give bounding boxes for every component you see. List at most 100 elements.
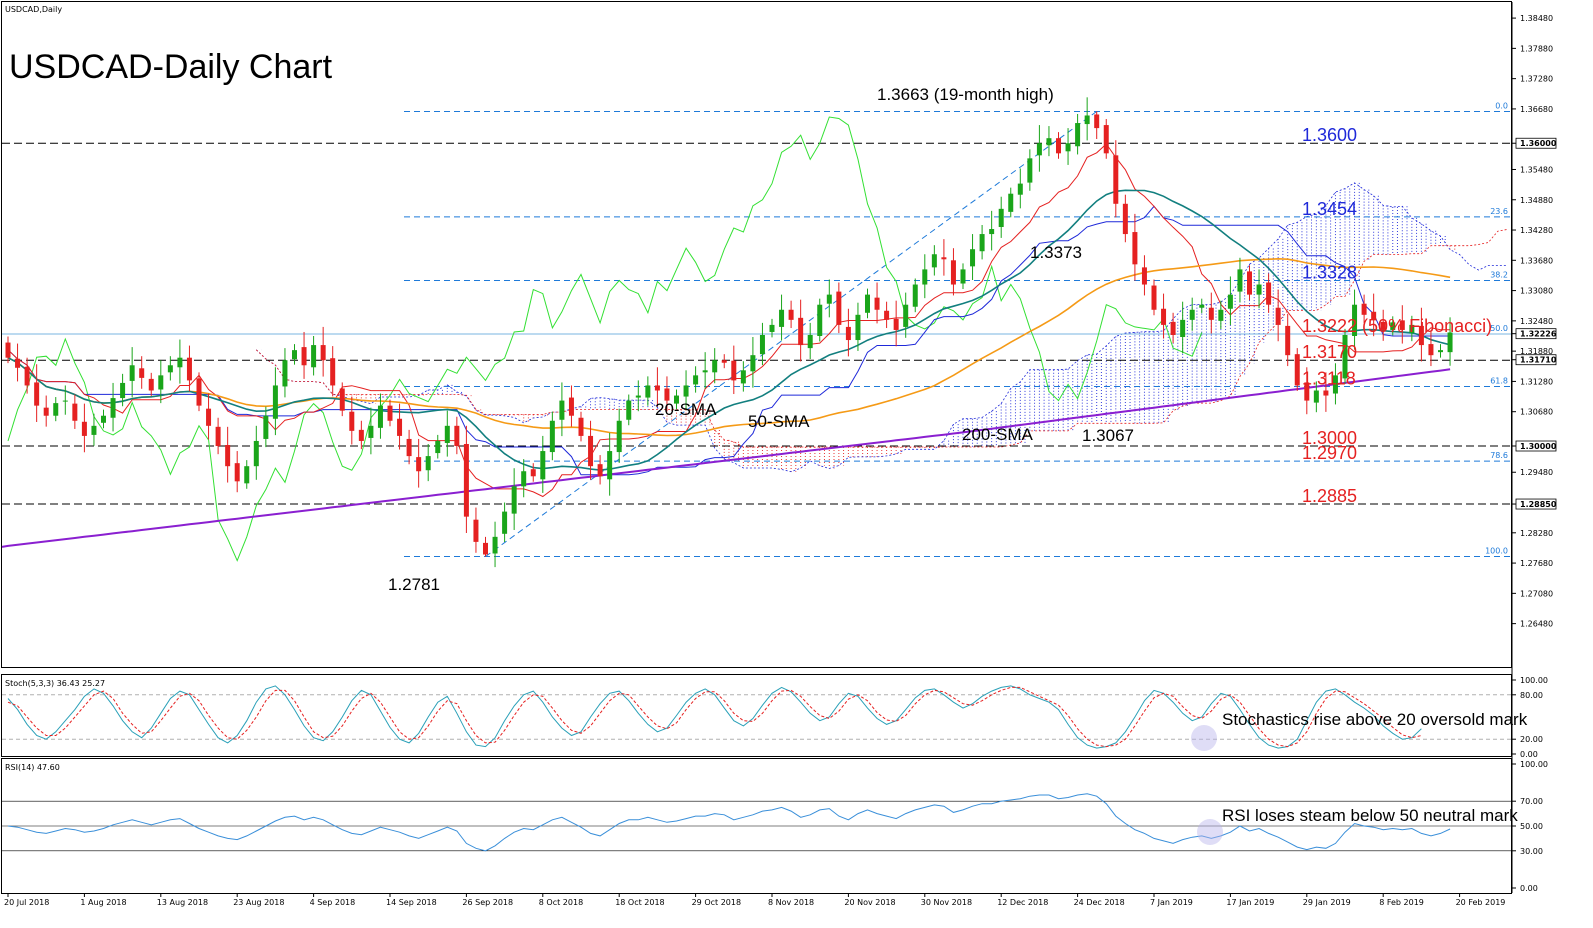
candle-body	[1017, 183, 1023, 195]
candle-body	[15, 358, 21, 368]
candle-body	[167, 365, 173, 373]
candle-body	[120, 382, 126, 399]
candle-body	[425, 456, 431, 471]
candle-body	[798, 317, 804, 346]
candle-body	[1103, 125, 1109, 154]
candle-body	[492, 536, 498, 554]
candle-body	[62, 400, 68, 402]
candle-body	[759, 334, 765, 355]
level-label: 1.3328	[1302, 262, 1357, 282]
price-tick-label: 1.32226	[1520, 330, 1557, 339]
candle-body	[1285, 325, 1291, 356]
candle-body	[463, 443, 469, 517]
level-label: 1.2885	[1302, 486, 1357, 506]
fib-pct-label: 100.0	[1485, 547, 1508, 556]
candle-body	[34, 382, 40, 406]
price-tick-label: 1.26480	[1520, 620, 1553, 629]
candle-body	[43, 407, 49, 416]
price-tick-label: 1.27080	[1520, 589, 1553, 598]
candle-body	[1132, 232, 1138, 265]
candle-body	[635, 395, 641, 398]
candle-body	[24, 366, 30, 386]
candle-body	[1438, 350, 1443, 353]
candle-body	[1151, 285, 1157, 310]
price-tick-label: 1.31280	[1520, 377, 1553, 386]
rsi-tick-label: 50.00	[1520, 822, 1543, 831]
candle-body	[1266, 282, 1272, 305]
candle-body	[521, 471, 527, 487]
candle-body	[263, 415, 269, 439]
date-tick-label: 7 Jan 2019	[1150, 898, 1193, 907]
candle-body	[234, 463, 240, 482]
candle-body	[578, 417, 584, 436]
date-tick-label: 4 Sep 2018	[310, 898, 356, 907]
candle-body	[225, 444, 231, 467]
candle-body	[1218, 309, 1224, 321]
date-tick-label: 17 Jan 2019	[1226, 898, 1274, 907]
stoch-highlight	[1191, 725, 1217, 751]
level-label: 1.3600	[1302, 125, 1357, 145]
stoch-tick-label: 100.00	[1520, 676, 1548, 685]
sma-label: 50-SMA	[748, 412, 810, 431]
candle-body	[865, 294, 870, 313]
stoch-k-line	[7, 685, 1422, 749]
date-tick-label: 26 Sep 2018	[462, 898, 513, 907]
fib-pct-label: 0.0	[1495, 101, 1508, 110]
candle-body	[292, 350, 297, 360]
candle-body	[1036, 143, 1042, 156]
date-tick-label: 23 Aug 2018	[233, 898, 284, 907]
level-label: 1.3118	[1302, 368, 1356, 388]
date-tick-label: 8 Feb 2019	[1379, 898, 1424, 907]
fib-pct-label: 50.0	[1490, 324, 1508, 333]
candle-body	[1199, 304, 1205, 308]
candle-body	[683, 385, 689, 397]
fib-pct-label: 38.2	[1490, 270, 1508, 279]
candle-body	[397, 418, 403, 436]
candle-body	[1189, 309, 1195, 320]
price-tick-box	[1515, 498, 1557, 510]
candle-body	[1180, 319, 1186, 338]
kijun-line	[7, 205, 1451, 476]
candle-body	[912, 284, 918, 307]
candle-body	[654, 385, 660, 391]
date-tick-label: 14 Sep 2018	[386, 898, 437, 907]
candle-body	[1256, 284, 1262, 295]
price-annotation: 1.3373	[1030, 243, 1082, 262]
candle-body	[511, 486, 517, 514]
fib-pct-label: 61.8	[1490, 376, 1508, 385]
candle-body	[712, 360, 718, 373]
price-tick-label: 1.31880	[1520, 347, 1553, 356]
candle-body	[1027, 158, 1033, 183]
candle-body	[1447, 332, 1453, 353]
candle-body	[645, 385, 651, 398]
candle-body	[368, 425, 374, 438]
stoch-d-line	[7, 686, 1422, 748]
candle-body	[282, 360, 288, 387]
price-tick-label: 1.31710	[1520, 356, 1557, 365]
candle-body	[845, 326, 851, 341]
price-annotation: 1.3663 (19-month high)	[877, 85, 1054, 104]
price-tick-label: 1.34280	[1520, 226, 1553, 235]
candle-body	[1399, 320, 1405, 330]
candle-body	[1361, 303, 1367, 315]
stoch-annotation: Stochastics rise above 20 oversold mark	[1222, 710, 1528, 729]
chart-title: USDCAD-Daily Chart	[9, 48, 333, 86]
candle-body	[444, 425, 450, 443]
candle-body	[931, 254, 937, 268]
candle-body	[1122, 203, 1128, 235]
candle-body	[1390, 322, 1396, 330]
rsi-line	[7, 793, 1451, 852]
candle-body	[616, 420, 622, 453]
candle-body	[1208, 307, 1214, 320]
price-tick-label: 1.33680	[1520, 256, 1553, 265]
rsi-title: RSI(14) 47.60	[5, 763, 60, 772]
stoch-tick-label: 20.00	[1520, 735, 1543, 744]
candle-body	[826, 294, 832, 304]
fib-pct-label: 23.6	[1490, 207, 1508, 216]
price-tick-label: 1.33080	[1520, 287, 1553, 296]
sma-label: 20-SMA	[655, 400, 717, 419]
price-tick-box	[1515, 440, 1557, 452]
level-label: 1.2970	[1302, 443, 1357, 463]
date-tick-label: 24 Dec 2018	[1074, 898, 1125, 907]
